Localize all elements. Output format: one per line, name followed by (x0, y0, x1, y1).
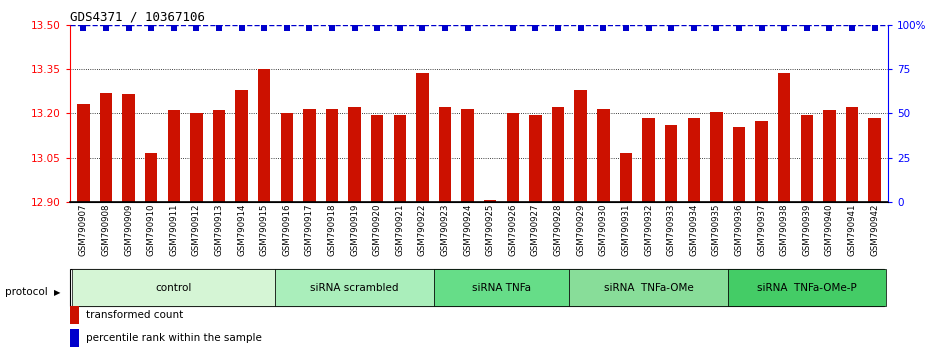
Text: GSM790928: GSM790928 (553, 203, 563, 256)
Bar (484, 200, 497, 202)
Bar (77, 104, 89, 202)
Bar (145, 153, 157, 202)
Bar (619, 153, 632, 202)
Text: siRNA scrambled: siRNA scrambled (311, 282, 399, 293)
Bar (258, 69, 271, 202)
Bar (72, 269, 275, 306)
Bar (711, 112, 723, 202)
Bar (823, 110, 835, 202)
Text: GSM790929: GSM790929 (577, 203, 585, 256)
Text: GSM790934: GSM790934 (689, 203, 698, 256)
Text: GDS4371 / 10367106: GDS4371 / 10367106 (70, 11, 205, 24)
Text: percentile rank within the sample: percentile rank within the sample (86, 333, 262, 343)
Text: GSM790921: GSM790921 (395, 203, 405, 256)
Bar (303, 109, 315, 202)
Text: GSM790920: GSM790920 (373, 203, 381, 256)
Text: transformed count: transformed count (86, 310, 184, 320)
Bar (687, 118, 700, 202)
Bar (190, 113, 203, 202)
Text: GSM790914: GSM790914 (237, 203, 246, 256)
Text: GSM790930: GSM790930 (599, 203, 608, 256)
Text: protocol: protocol (5, 287, 47, 297)
Text: siRNA  TNFa-OMe: siRNA TNFa-OMe (604, 282, 694, 293)
Text: GSM790912: GSM790912 (192, 203, 201, 256)
Bar (665, 125, 677, 202)
Bar (123, 94, 135, 202)
Text: GSM790911: GSM790911 (169, 203, 179, 256)
Bar (551, 107, 565, 202)
Text: GSM790931: GSM790931 (621, 203, 631, 256)
Bar (439, 107, 451, 202)
Text: GSM790907: GSM790907 (79, 203, 87, 256)
Text: GSM790924: GSM790924 (463, 203, 472, 256)
Text: control: control (155, 282, 192, 293)
Text: GSM790910: GSM790910 (147, 203, 155, 256)
Text: GSM790939: GSM790939 (803, 203, 811, 256)
Text: GSM790927: GSM790927 (531, 203, 540, 256)
Text: GSM790925: GSM790925 (485, 203, 495, 256)
Bar (281, 113, 293, 202)
Text: GSM790923: GSM790923 (441, 203, 449, 256)
Text: GSM790908: GSM790908 (101, 203, 111, 256)
Text: GSM790937: GSM790937 (757, 203, 766, 256)
Bar (167, 110, 180, 202)
Bar (733, 127, 745, 202)
Text: GSM790917: GSM790917 (305, 203, 314, 256)
Bar (777, 74, 790, 202)
Text: GSM790933: GSM790933 (667, 203, 675, 256)
Bar (529, 115, 541, 202)
Text: siRNA TNFa: siRNA TNFa (472, 282, 531, 293)
Text: GSM790932: GSM790932 (644, 203, 653, 256)
Bar (845, 107, 858, 202)
Text: GSM790935: GSM790935 (711, 203, 721, 256)
Bar (597, 109, 609, 202)
Bar (433, 269, 569, 306)
Bar (417, 74, 429, 202)
Text: ▶: ▶ (54, 287, 60, 297)
Text: GSM790936: GSM790936 (735, 203, 743, 256)
Text: GSM790940: GSM790940 (825, 203, 834, 256)
Text: GSM790938: GSM790938 (779, 203, 789, 256)
Text: GSM790942: GSM790942 (870, 203, 879, 256)
Bar (349, 107, 361, 202)
Text: GSM790915: GSM790915 (259, 203, 269, 256)
Bar (213, 110, 225, 202)
Text: GSM790913: GSM790913 (215, 203, 223, 256)
Text: GSM790941: GSM790941 (847, 203, 857, 256)
Bar (643, 118, 655, 202)
Bar (575, 90, 587, 202)
Text: GSM790918: GSM790918 (327, 203, 337, 256)
Bar (461, 109, 474, 202)
Text: GSM790919: GSM790919 (350, 203, 359, 256)
Bar (393, 115, 406, 202)
Text: GSM790909: GSM790909 (124, 203, 133, 256)
Bar (235, 90, 247, 202)
Bar (755, 121, 768, 202)
Bar (569, 269, 727, 306)
Bar (100, 93, 113, 202)
Text: GSM790926: GSM790926 (509, 203, 517, 256)
Bar (507, 113, 519, 202)
Bar (275, 269, 433, 306)
Text: siRNA  TNFa-OMe-P: siRNA TNFa-OMe-P (757, 282, 857, 293)
Text: GSM790916: GSM790916 (283, 203, 291, 256)
Bar (869, 118, 881, 202)
Bar (727, 269, 886, 306)
Bar (326, 109, 339, 202)
Bar (801, 115, 813, 202)
Bar (371, 115, 383, 202)
Text: GSM790922: GSM790922 (418, 203, 427, 256)
